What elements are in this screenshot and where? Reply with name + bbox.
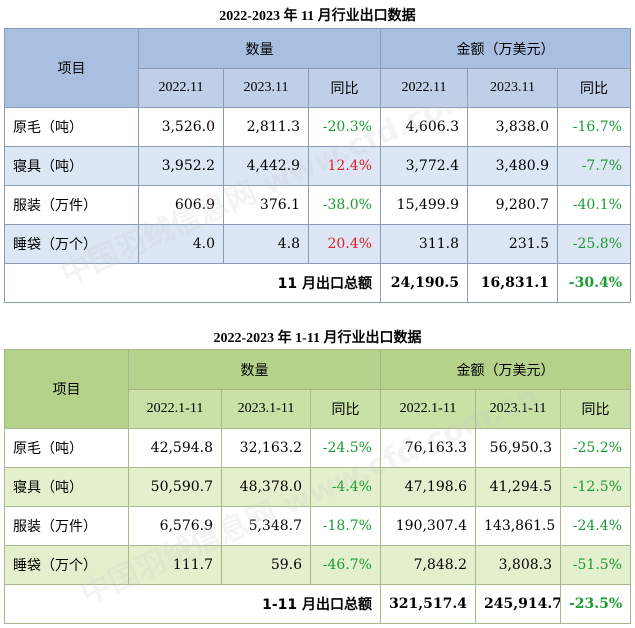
yoy-cell: -4.4% bbox=[310, 467, 381, 507]
table2-title: 2022-2023 年 1-11 月行业出口数据 bbox=[213, 331, 422, 346]
cell: 231.5 bbox=[467, 224, 558, 264]
row-label: 服装（万件） bbox=[4, 185, 139, 225]
row-label: 睡袋（万个） bbox=[4, 545, 129, 585]
total-row: 11 月出口总额 24,190.5 16,831.1 -30.4% bbox=[4, 263, 632, 303]
cell: 4,606.3 bbox=[380, 107, 468, 147]
col-header: 同比 bbox=[556, 68, 632, 108]
cell: 4.0 bbox=[138, 224, 224, 264]
cell: 3,838.0 bbox=[467, 107, 558, 147]
row-label: 寝具（吨） bbox=[4, 146, 139, 186]
cell: 9,280.7 bbox=[467, 185, 558, 225]
col-header: 2023.1-11 bbox=[475, 389, 561, 429]
table-row: 原毛（吨） 42,594.8 32,163.2 -24.5% 76,163.3 … bbox=[4, 428, 632, 468]
total-cell: 245,914.7 bbox=[475, 584, 561, 624]
cell: 48,378.0 bbox=[221, 467, 311, 507]
cell: 76,163.3 bbox=[380, 428, 476, 468]
row-label: 睡袋（万个） bbox=[4, 224, 139, 264]
table-row: 服装（万件） 6,576.9 5,348.7 -18.7% 190,307.4 … bbox=[4, 506, 632, 546]
col-header: 同比 bbox=[310, 389, 381, 429]
yoy-cell: -25.2% bbox=[559, 428, 632, 468]
row-label: 服装（万件） bbox=[4, 506, 129, 546]
col-header: 2023.11 bbox=[223, 68, 309, 108]
header-item: 项目 bbox=[4, 28, 139, 108]
cell: 190,307.4 bbox=[380, 506, 476, 546]
cell: 143,861.5 bbox=[475, 506, 561, 546]
yoy-cell: -40.1% bbox=[556, 185, 632, 225]
cell: 2,811.3 bbox=[223, 107, 309, 147]
cell: 311.8 bbox=[380, 224, 468, 264]
cell: 3,952.2 bbox=[138, 146, 224, 186]
cell: 606.9 bbox=[138, 185, 224, 225]
yoy-cell: -38.0% bbox=[308, 185, 381, 225]
total-label: 11 月出口总额 bbox=[4, 263, 381, 303]
cell: 4,442.9 bbox=[223, 146, 309, 186]
yoy-cell: -16.7% bbox=[556, 107, 632, 147]
november-export-table: 项目 数量 金额（万美元） 2022.11 2023.11 同比 2022.11… bbox=[4, 28, 632, 303]
cell: 5,348.7 bbox=[221, 506, 311, 546]
cell: 47,198.6 bbox=[380, 467, 476, 507]
col-header: 2022.1-11 bbox=[380, 389, 476, 429]
cell: 3,808.3 bbox=[475, 545, 561, 585]
col-header: 2023.11 bbox=[467, 68, 558, 108]
total-cell: 16,831.1 bbox=[467, 263, 558, 303]
table-row: 睡袋（万个） 4.0 4.8 20.4% 311.8 231.5 -25.8% bbox=[4, 224, 632, 264]
total-cell: 24,190.5 bbox=[380, 263, 468, 303]
yoy-cell: -46.7% bbox=[310, 545, 381, 585]
cell: 3,480.9 bbox=[467, 146, 558, 186]
cell: 3,526.0 bbox=[138, 107, 224, 147]
cell: 15,499.9 bbox=[380, 185, 468, 225]
cell: 32,163.2 bbox=[221, 428, 311, 468]
table-row: 原毛（吨） 3,526.0 2,811.3 -20.3% 4,606.3 3,8… bbox=[4, 107, 632, 147]
cell: 50,590.7 bbox=[128, 467, 222, 507]
jan-nov-export-table: 项目 数量 金额（万美元） 2022.1-11 2023.1-11 同比 202… bbox=[4, 349, 632, 624]
yoy-cell: -51.5% bbox=[559, 545, 632, 585]
header-quantity: 数量 bbox=[128, 349, 381, 390]
yoy-cell: -12.5% bbox=[559, 467, 632, 507]
header-item: 项目 bbox=[4, 349, 129, 429]
header-amount: 金额（万美元） bbox=[379, 28, 632, 69]
cell: 376.1 bbox=[223, 185, 309, 225]
yoy-cell: -20.3% bbox=[308, 107, 381, 147]
total-row: 1-11 月出口总额 321,517.4 245,914.7 -23.5% bbox=[4, 584, 632, 624]
yoy-cell: -18.7% bbox=[310, 506, 381, 546]
total-label: 1-11 月出口总额 bbox=[4, 584, 381, 624]
row-label: 原毛（吨） bbox=[4, 428, 129, 468]
cell: 59.6 bbox=[221, 545, 311, 585]
cell: 4.8 bbox=[223, 224, 309, 264]
table1-title: 2022-2023 年 11 月行业出口数据 bbox=[219, 9, 416, 24]
yoy-cell: 12.4% bbox=[308, 146, 381, 186]
cell: 7,848.2 bbox=[380, 545, 476, 585]
row-label: 原毛（吨） bbox=[4, 107, 139, 147]
cell: 41,294.5 bbox=[475, 467, 561, 507]
yoy-cell: -24.4% bbox=[559, 506, 632, 546]
cell: 42,594.8 bbox=[128, 428, 222, 468]
cell: 3,772.4 bbox=[380, 146, 468, 186]
table-row: 寝具（吨） 3,952.2 4,442.9 12.4% 3,772.4 3,48… bbox=[4, 146, 632, 186]
cell: 56,950.3 bbox=[475, 428, 561, 468]
yoy-cell: -7.7% bbox=[556, 146, 632, 186]
table-row: 睡袋（万个） 111.7 59.6 -46.7% 7,848.2 3,808.3… bbox=[4, 545, 632, 585]
yoy-cell: -24.5% bbox=[310, 428, 381, 468]
table-row: 寝具（吨） 50,590.7 48,378.0 -4.4% 47,198.6 4… bbox=[4, 467, 632, 507]
cell: 6,576.9 bbox=[128, 506, 222, 546]
header-amount: 金额（万美元） bbox=[379, 349, 632, 390]
col-header: 2023.1-11 bbox=[221, 389, 311, 429]
table-row: 服装（万件） 606.9 376.1 -38.0% 15,499.9 9,280… bbox=[4, 185, 632, 225]
yoy-cell: 20.4% bbox=[308, 224, 381, 264]
col-header: 同比 bbox=[559, 389, 632, 429]
total-yoy: -30.4% bbox=[556, 263, 632, 303]
col-header: 同比 bbox=[308, 68, 381, 108]
row-label: 寝具（吨） bbox=[4, 467, 129, 507]
cell: 111.7 bbox=[128, 545, 222, 585]
col-header: 2022.1-11 bbox=[128, 389, 222, 429]
header-quantity: 数量 bbox=[138, 28, 381, 69]
col-header: 2022.11 bbox=[380, 68, 468, 108]
col-header: 2022.11 bbox=[138, 68, 224, 108]
total-cell: 321,517.4 bbox=[380, 584, 476, 624]
yoy-cell: -25.8% bbox=[556, 224, 632, 264]
total-yoy: -23.5% bbox=[559, 584, 632, 624]
